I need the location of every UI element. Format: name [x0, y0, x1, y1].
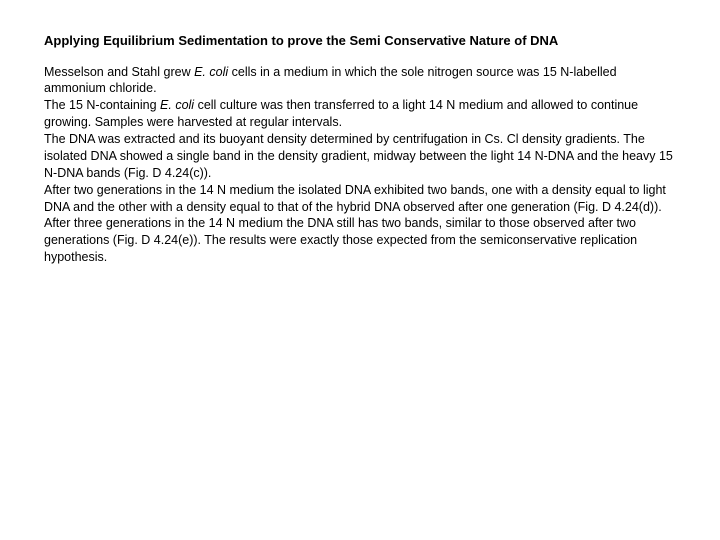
p2-pre: The 15 N-containing: [44, 98, 160, 112]
document-body: Messelson and Stahl grew E. coli cells i…: [44, 64, 676, 267]
p1-pre: Messelson and Stahl grew: [44, 65, 194, 79]
document-title: Applying Equilibrium Sedimentation to pr…: [44, 32, 676, 50]
p4: After two generations in the 14 N medium…: [44, 183, 666, 214]
p3: The DNA was extracted and its buoyant de…: [44, 132, 673, 180]
p1-em: E. coli: [194, 65, 228, 79]
p2-em: E. coli: [160, 98, 194, 112]
document-page: Applying Equilibrium Sedimentation to pr…: [0, 0, 720, 266]
p5: After three generations in the 14 N medi…: [44, 216, 637, 264]
